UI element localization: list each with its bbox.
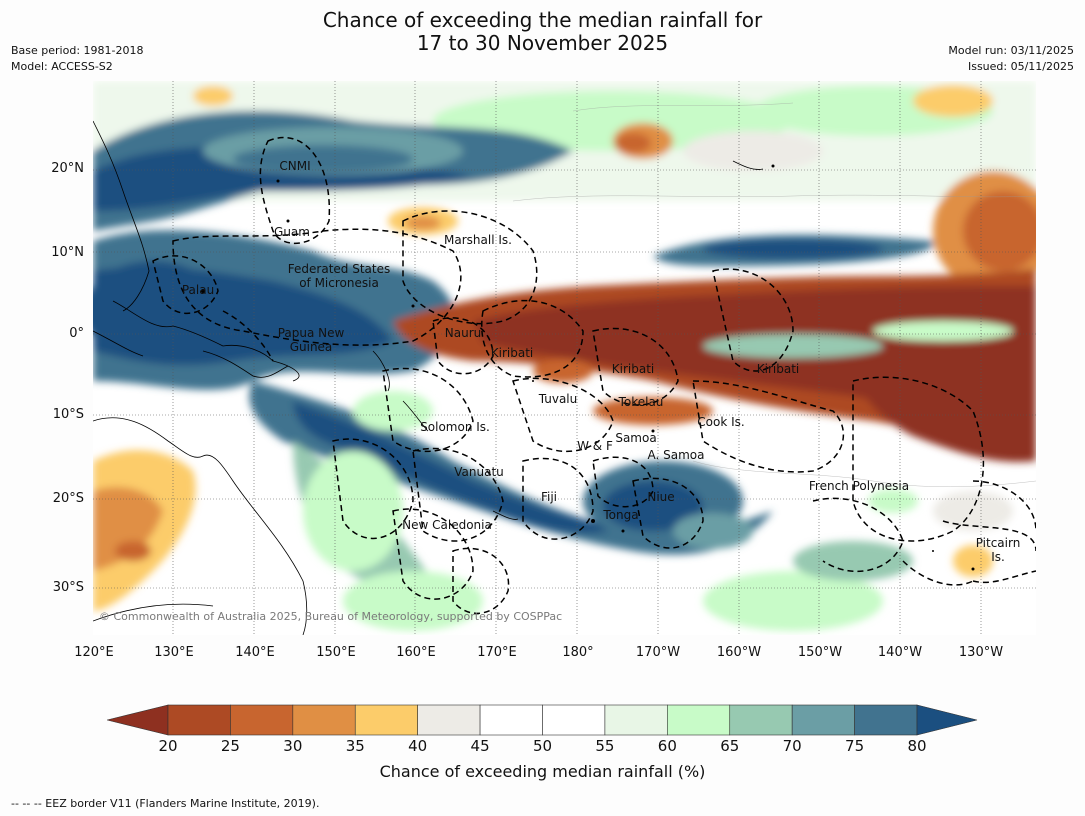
graticule	[93, 81, 1036, 635]
colorbar-title: Chance of exceeding median rainfall (%)	[379, 762, 706, 781]
eez-borders	[152, 136, 1036, 615]
colorbar-bin	[542, 704, 606, 736]
lon-label-140w: 140°W	[877, 645, 923, 660]
lat-label-20s: 20°S	[52, 491, 84, 506]
colorbar-tick-label: 25	[220, 737, 240, 755]
label-kiribati-central: Kiribati	[611, 362, 655, 376]
colorbar-tick-label: 35	[345, 737, 365, 755]
colorbar-tick-label: 70	[782, 737, 802, 755]
colorbar-bin	[729, 704, 793, 736]
lon-label-130e: 130°E	[154, 645, 194, 660]
map-title-line1: Chance of exceeding the median rainfall …	[322, 8, 763, 32]
lon-label-160w: 160°W	[716, 645, 762, 660]
colorbar-high-extend	[916, 704, 978, 736]
label-palau: Palau	[181, 283, 215, 297]
base-period: Base period: 1981-2018	[11, 44, 144, 57]
lon-label-180: 180°	[562, 645, 594, 660]
lat-label-0: 0°	[69, 326, 84, 341]
colorbar-tick-label: 80	[907, 737, 927, 755]
label-solomon-is: Solomon Is.	[420, 420, 490, 434]
colorbar-tick-label: 65	[720, 737, 740, 755]
label-samoa: Samoa	[615, 431, 657, 445]
label-new-caledonia: New Caledonia	[402, 518, 492, 532]
islands	[201, 164, 975, 571]
label-marshall-is: Marshall Is.	[444, 233, 512, 247]
map-title-line2: 17 to 30 November 2025	[416, 31, 669, 55]
colorbar-tick-label: 40	[408, 737, 428, 755]
lat-label-10s: 10°S	[52, 407, 84, 422]
colorbar-ticks: 20 25 30 35 40 45 50 55 60 65 70 75 80	[0, 737, 1085, 757]
map-canvas	[93, 81, 1036, 635]
colorbar	[107, 704, 978, 736]
colorbar-tick-label: 45	[470, 737, 490, 755]
label-fiji: Fiji	[540, 490, 558, 504]
colorbar-low-extend	[107, 704, 169, 736]
colorbar-bin	[791, 704, 855, 736]
model-run: Model run: 03/11/2025	[948, 44, 1074, 57]
lon-label-130w: 130°W	[958, 645, 1004, 660]
label-png: Papua New Guinea	[277, 326, 345, 354]
label-nauru: Nauru	[444, 326, 482, 340]
colorbar-bin	[292, 704, 356, 736]
label-tokelau: Tokelau	[618, 395, 664, 409]
colorbar-bin	[479, 704, 543, 736]
colorbar-bin	[230, 704, 294, 736]
label-wallis-futuna: W & F	[577, 439, 613, 453]
colorbar-tick-label: 60	[657, 737, 677, 755]
lon-label-160e: 160°E	[396, 645, 436, 660]
colorbar-bin	[167, 704, 231, 736]
coastlines	[93, 120, 764, 635]
lat-label-20n: 20°N	[51, 161, 84, 176]
contour-lines	[512, 102, 1036, 487]
lon-label-140e: 140°E	[235, 645, 275, 660]
colorbar-bin	[354, 704, 418, 736]
copyright-notice: © Commonwealth of Australia 2025, Bureau…	[99, 610, 563, 623]
lat-label-10n: 10°N	[51, 245, 84, 260]
lat-label-30s: 30°S	[52, 580, 84, 595]
colorbar-tick-label: 75	[845, 737, 865, 755]
colorbar-tick-label: 30	[283, 737, 303, 755]
label-kiribati-east: Kiribati	[756, 362, 800, 376]
colorbar-bin	[604, 704, 668, 736]
label-niue: Niue	[647, 490, 675, 504]
lon-label-150w: 150°W	[797, 645, 843, 660]
label-kiribati-west: Kiribati	[490, 346, 534, 360]
colorbar-bin	[667, 704, 731, 736]
label-american-samoa: A. Samoa	[647, 448, 705, 462]
lon-label-170e: 170°E	[477, 645, 517, 660]
lon-label-150e: 150°E	[316, 645, 356, 660]
label-cook-is: Cook Is.	[697, 415, 745, 429]
rainfall-field	[93, 81, 1036, 631]
label-tuvalu: Tuvalu	[538, 392, 578, 406]
rainfall-map: CNMI Guam Marshall Is. Federated States …	[93, 81, 1036, 635]
colorbar-tick-label: 50	[532, 737, 553, 755]
label-french-polynesia: French Polynesia	[808, 479, 910, 493]
eez-legend-note: -- -- -- EEZ border V11 (Flanders Marine…	[11, 797, 320, 810]
colorbar-tick-label: 55	[595, 737, 615, 755]
label-vanuatu: Vanuatu	[454, 465, 504, 479]
label-pitcairn-is: Pitcairn Is.	[975, 536, 1021, 564]
lon-label-120e: 120°E	[74, 645, 114, 660]
model-name: Model: ACCESS-S2	[11, 60, 113, 73]
issued-date: Issued: 05/11/2025	[967, 60, 1074, 73]
colorbar-bin	[417, 704, 481, 736]
label-tonga: Tonga	[603, 508, 639, 522]
label-cnmi: CNMI	[279, 159, 311, 173]
lon-label-170w: 170°W	[635, 645, 681, 660]
colorbar-bin	[854, 704, 918, 736]
colorbar-tick-label: 20	[158, 737, 178, 755]
label-guam: Guam	[274, 225, 310, 239]
label-micronesia: Federated States of Micronesia	[287, 262, 391, 290]
